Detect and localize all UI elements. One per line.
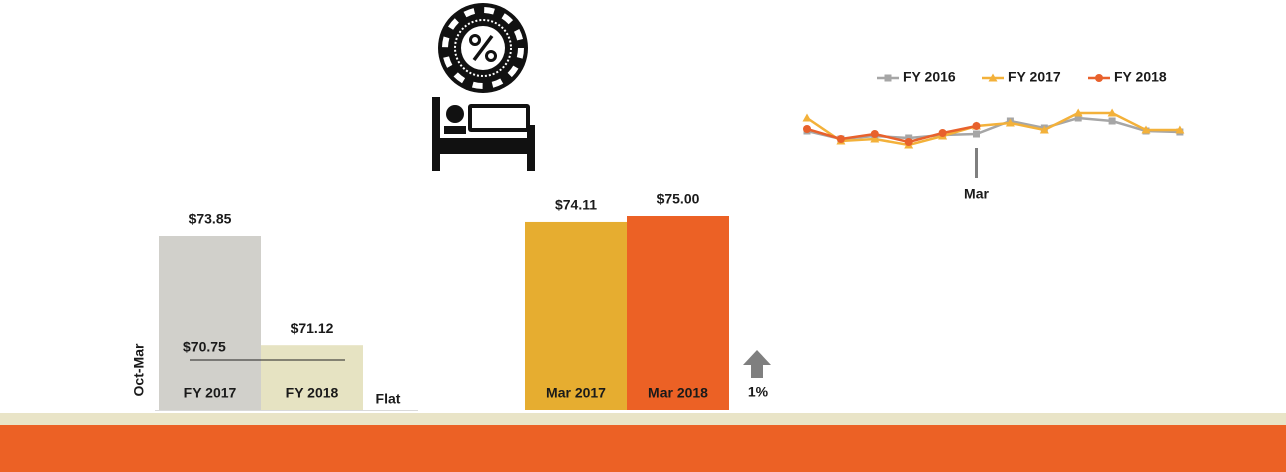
legend-label: FY 2018: [1114, 69, 1167, 85]
marker: [870, 130, 879, 138]
marker: [836, 135, 845, 143]
bar: [627, 216, 729, 410]
category-label: FY 2018: [286, 385, 339, 401]
marker: [1073, 108, 1083, 117]
marker: [802, 113, 812, 122]
value-label: $75.00: [657, 191, 700, 207]
footer-band: [0, 425, 1286, 472]
marker: [884, 74, 892, 82]
value-label: $71.12: [291, 320, 334, 336]
category-label: Mar 2018: [648, 385, 708, 401]
annotation: 1%: [748, 384, 769, 400]
marker: [870, 134, 880, 143]
marker: [904, 138, 913, 146]
category-label: Mar 2017: [546, 385, 606, 401]
up-arrow: [743, 350, 771, 378]
reference-label: $70.75: [183, 339, 226, 355]
marker: [1074, 114, 1082, 122]
x-tick-label: Mar: [964, 186, 989, 202]
marker: [1005, 118, 1015, 127]
bed-icon: [432, 97, 535, 171]
marker: [803, 125, 811, 133]
chip-icon: [438, 3, 528, 93]
marker: [1175, 125, 1185, 134]
marker: [972, 122, 981, 130]
value-label: $74.11: [555, 197, 597, 213]
marker: [1107, 108, 1117, 117]
value-label: $73.85: [189, 211, 232, 227]
series-line: [806, 116, 1180, 141]
bar: [525, 221, 627, 410]
bar: [261, 345, 363, 410]
bar: [159, 236, 261, 410]
marker: [973, 130, 980, 138]
annotation: Flat: [376, 391, 401, 407]
legend-label: FY 2017: [1008, 69, 1061, 85]
category-label: FY 2017: [184, 385, 237, 401]
marker: [1095, 74, 1103, 82]
marker: [938, 129, 947, 137]
legend-label: FY 2016: [903, 69, 956, 85]
footer-stripe: [0, 413, 1286, 425]
series-line: [806, 124, 977, 144]
marker: [1108, 117, 1116, 125]
marker: [988, 73, 998, 82]
marker: [1039, 125, 1049, 134]
y-axis-label: Oct-Mar: [131, 343, 147, 396]
marker: [1141, 125, 1151, 134]
series-line: [806, 111, 1180, 147]
